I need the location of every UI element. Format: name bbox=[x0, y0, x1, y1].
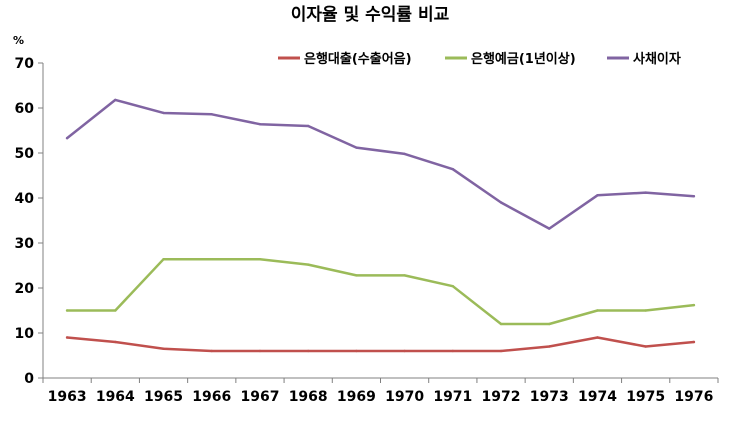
x-tick-label: 1964 bbox=[96, 389, 135, 405]
data-point bbox=[114, 340, 117, 344]
data-point bbox=[210, 258, 213, 261]
y-tick-label: 60 bbox=[15, 101, 35, 117]
y-tick-label: 30 bbox=[15, 236, 35, 252]
y-axis-ticks: 0 10 20 30 40 50 60 70 bbox=[15, 56, 43, 387]
series-layer bbox=[65, 98, 696, 353]
data-point bbox=[258, 349, 262, 353]
data-point bbox=[210, 113, 213, 116]
x-tick-label: 1976 bbox=[674, 389, 713, 405]
data-point bbox=[644, 345, 647, 348]
data-point bbox=[162, 258, 165, 261]
x-tick-label: 1972 bbox=[482, 389, 521, 405]
x-tick-label: 1971 bbox=[433, 389, 472, 405]
y-tick-label: 50 bbox=[15, 146, 35, 162]
data-point bbox=[548, 227, 551, 230]
data-point bbox=[596, 309, 599, 312]
data-point bbox=[258, 123, 262, 126]
data-point bbox=[692, 303, 696, 307]
data-point bbox=[355, 146, 358, 149]
data-point bbox=[548, 322, 551, 326]
data-point bbox=[355, 349, 358, 353]
data-point bbox=[548, 345, 551, 348]
series-line-2 bbox=[65, 98, 696, 230]
y-axis-unit-label: % bbox=[13, 34, 24, 47]
data-point bbox=[306, 349, 310, 353]
x-tick-label: 1963 bbox=[48, 389, 87, 405]
data-point bbox=[65, 136, 69, 140]
x-tick-label: 1975 bbox=[626, 389, 665, 405]
x-tick-label: 1970 bbox=[385, 389, 424, 405]
data-point bbox=[306, 263, 310, 266]
data-point bbox=[596, 194, 599, 197]
data-point bbox=[65, 309, 69, 312]
data-point bbox=[403, 274, 406, 277]
data-point bbox=[162, 111, 165, 115]
data-point bbox=[644, 309, 647, 312]
y-tick-label: 40 bbox=[15, 191, 35, 207]
y-tick-label: 10 bbox=[15, 326, 35, 342]
series-line-1 bbox=[65, 257, 696, 326]
legend-label: 은행대출(수출어음) bbox=[304, 51, 412, 67]
data-point bbox=[403, 152, 406, 156]
x-tick-label: 1965 bbox=[144, 389, 183, 405]
data-point bbox=[499, 322, 503, 326]
data-point bbox=[306, 124, 310, 128]
x-tick-label: 1968 bbox=[289, 389, 328, 405]
y-tick-label: 70 bbox=[15, 56, 35, 72]
x-tick-label: 1969 bbox=[337, 389, 376, 405]
data-point bbox=[403, 349, 406, 353]
data-point bbox=[499, 201, 503, 204]
data-point bbox=[114, 98, 117, 102]
data-point bbox=[451, 285, 455, 288]
data-point bbox=[596, 336, 599, 339]
x-tick-label: 1966 bbox=[192, 389, 231, 405]
data-point bbox=[692, 340, 696, 344]
series-line-0 bbox=[65, 336, 696, 353]
data-point bbox=[258, 258, 262, 261]
legend: 은행대출(수출어음) 은행예금(1년이상) 사채이자 bbox=[278, 51, 681, 67]
data-point bbox=[644, 191, 647, 194]
data-point bbox=[65, 336, 69, 339]
x-tick-label: 1974 bbox=[578, 389, 617, 405]
data-point bbox=[162, 347, 165, 350]
chart-title: 이자율 및 수익률 비교 bbox=[291, 5, 450, 25]
data-point bbox=[355, 274, 358, 277]
x-tick-label: 1967 bbox=[240, 389, 279, 405]
data-point bbox=[451, 168, 455, 171]
y-tick-label: 20 bbox=[15, 281, 35, 297]
data-point bbox=[210, 349, 213, 353]
data-point bbox=[499, 349, 503, 353]
legend-label: 사채이자 bbox=[633, 51, 681, 67]
y-tick-label: 0 bbox=[24, 371, 34, 387]
x-axis-ticks: 1963 1964 1965 1966 1967 1968 1969 1970 1971 1972… bbox=[42, 378, 719, 405]
data-point bbox=[692, 195, 696, 198]
data-point bbox=[114, 309, 117, 312]
x-tick-label: 1973 bbox=[530, 389, 569, 405]
legend-label: 은행예금(1년이상) bbox=[471, 51, 576, 67]
data-point bbox=[451, 349, 455, 353]
